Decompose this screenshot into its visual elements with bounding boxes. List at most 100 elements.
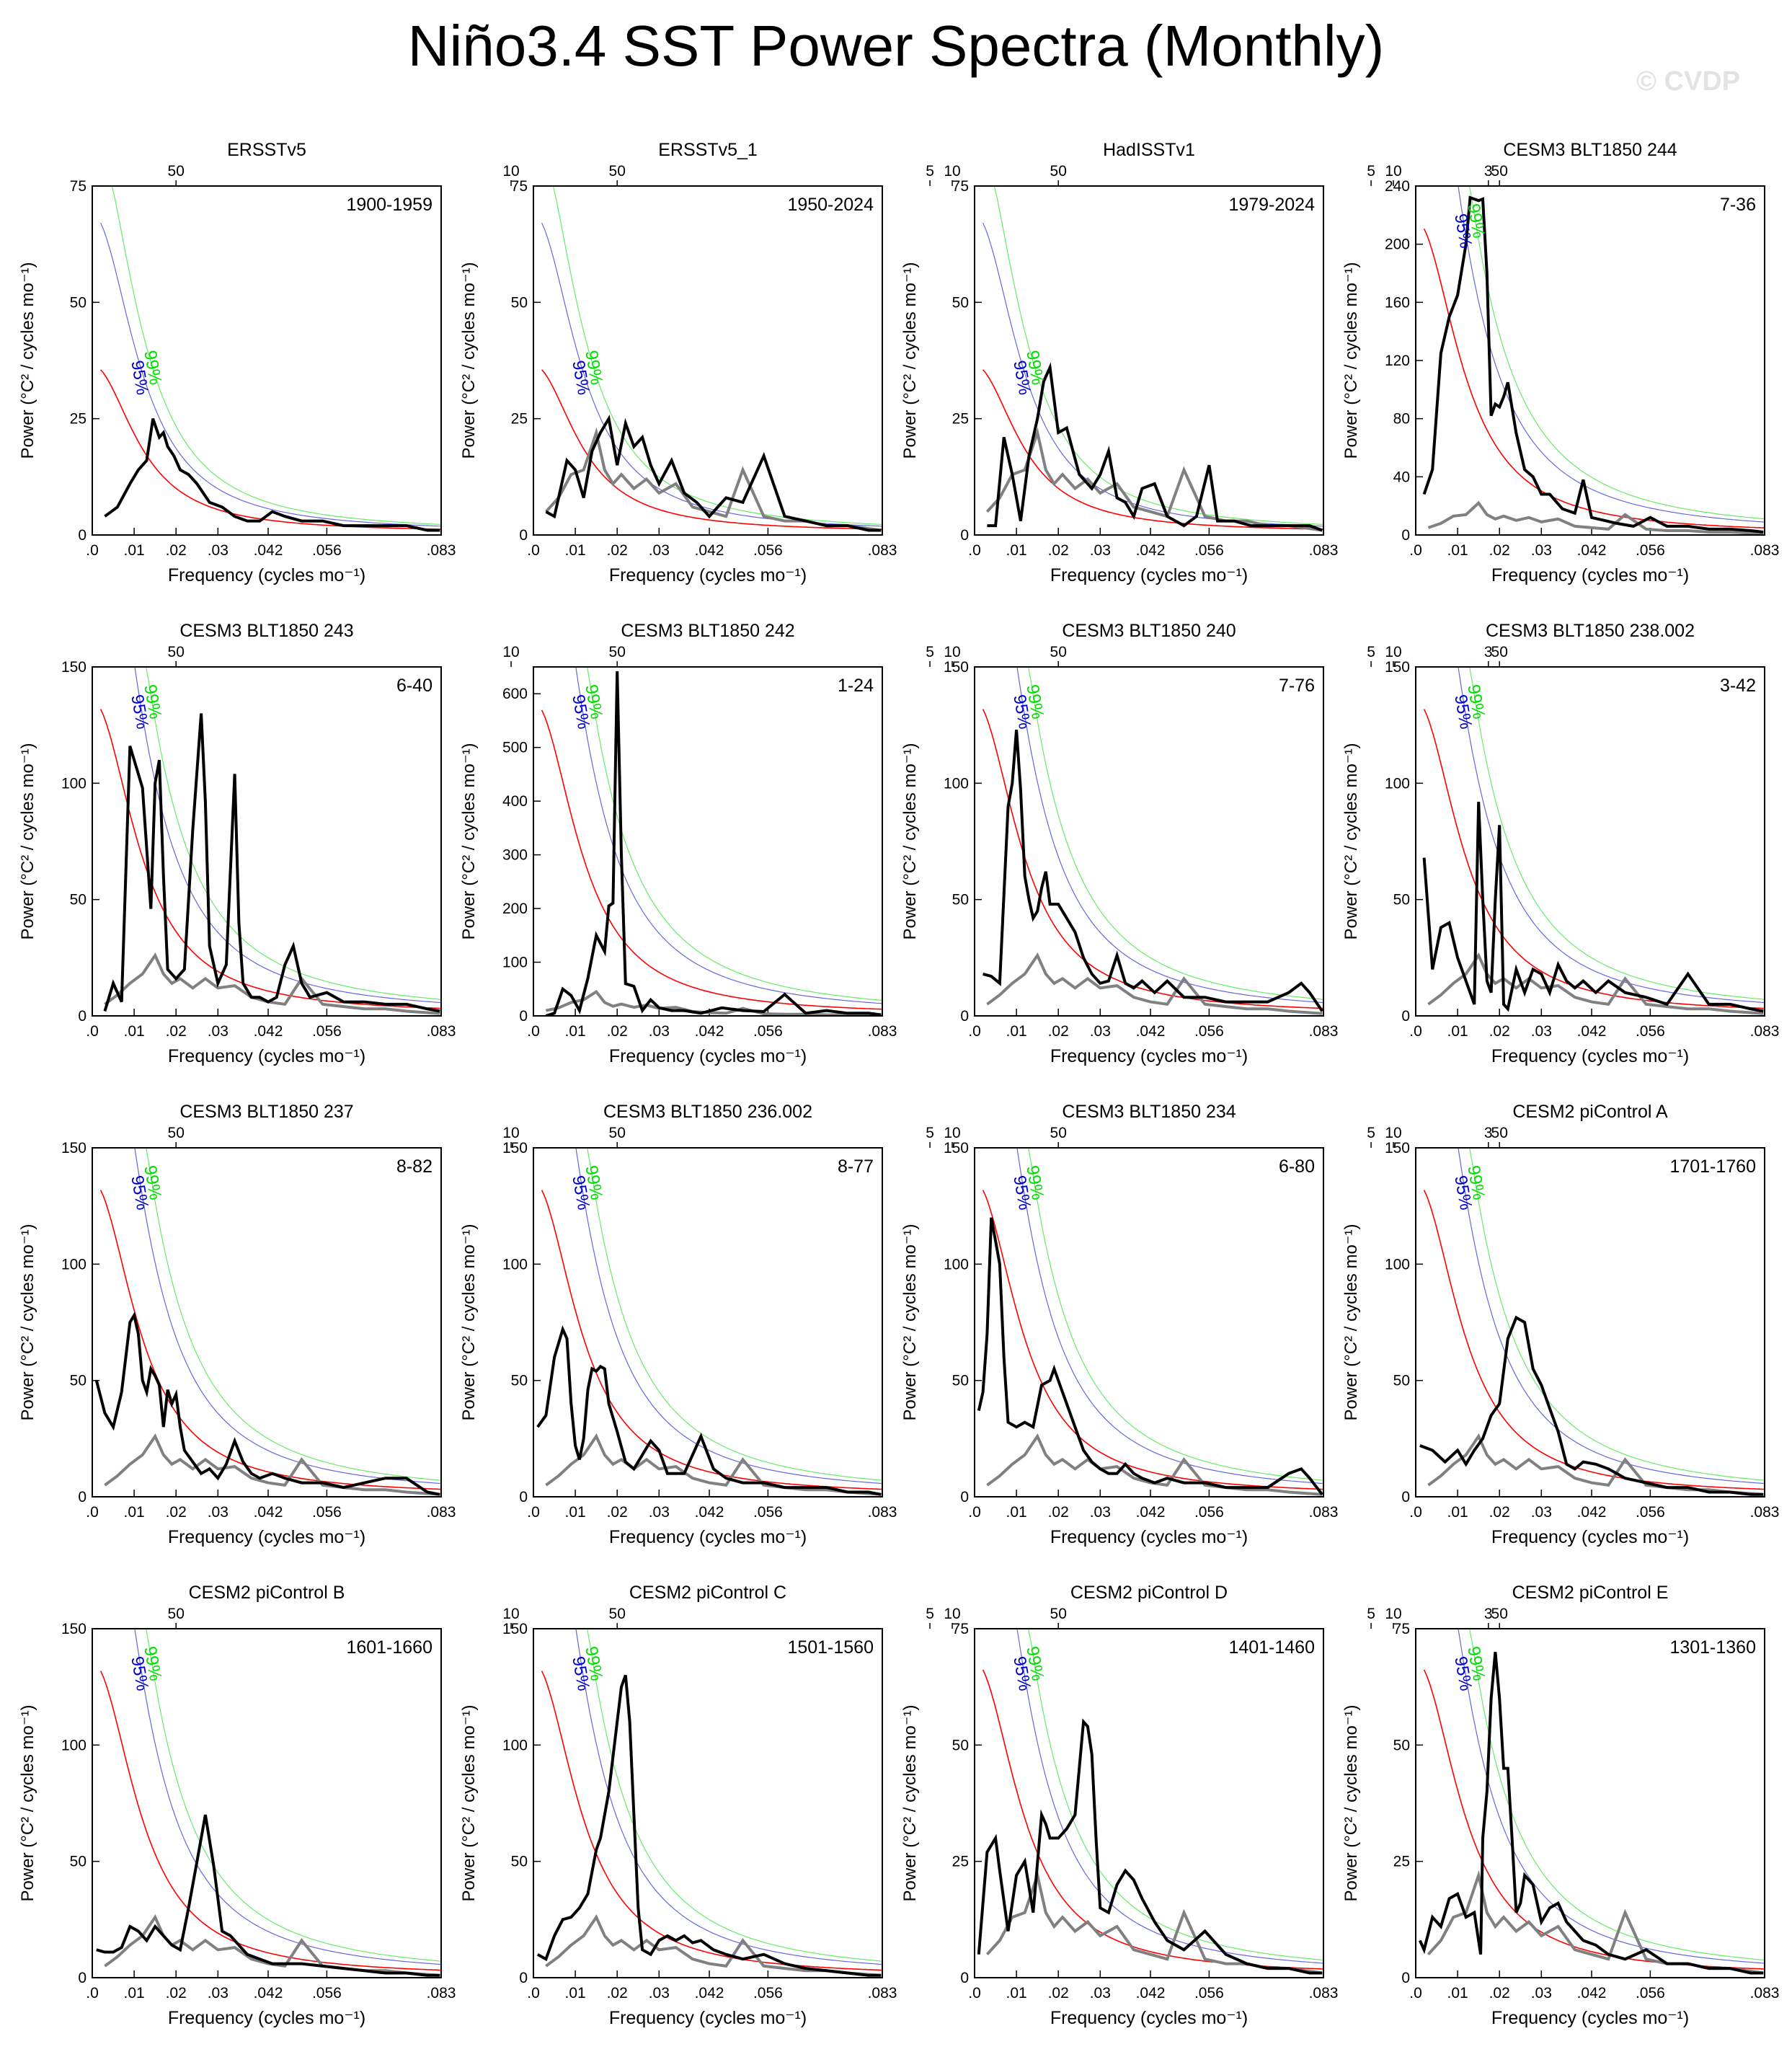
sig99-line <box>1424 1629 1765 1961</box>
freq-tick-label: .01 <box>565 1504 586 1521</box>
freq-tick-label: .02 <box>166 1504 187 1521</box>
curves <box>541 667 882 1016</box>
y-axis-label: Power (°C² / cycles mo⁻¹) <box>1341 262 1361 459</box>
freq-tick-label: .042 <box>254 1985 283 2001</box>
red-noise-line <box>982 1669 1323 1970</box>
curves <box>94 1148 441 1496</box>
x-axis-label: Frequency (cycles mo⁻¹) <box>168 1527 365 1547</box>
freq-tick-label: .01 <box>124 1023 145 1040</box>
y-axis-label: Power (°C² / cycles mo⁻¹) <box>1341 1224 1361 1421</box>
spectrum-line <box>104 418 440 532</box>
freq-tick-label: .03 <box>1090 1023 1111 1040</box>
red-noise-line <box>1423 1669 1765 1970</box>
spectrum-panel: 50105321.51CESM3 BLT1850 234.0.01.02.03.… <box>900 1102 1402 1547</box>
x-axis-label: Frequency (cycles mo⁻¹) <box>1050 2008 1248 2028</box>
freq-tick-label: .056 <box>312 1023 342 1040</box>
freq-tick-label: .0 <box>86 1985 99 2001</box>
panel-title: CESM3 BLT1850 244 <box>1503 140 1677 160</box>
y-axis-label: Power (°C² / cycles mo⁻¹) <box>1341 743 1361 940</box>
y-tick-label: 75 <box>1393 1621 1410 1637</box>
sig95-line <box>541 1629 882 1965</box>
period-tick-label: 10 <box>944 163 960 180</box>
y-tick-label: 25 <box>70 411 87 428</box>
curves <box>536 1629 882 1977</box>
freq-tick-label: .0 <box>527 1023 540 1040</box>
y-tick-label: 0 <box>1401 1970 1410 1986</box>
y-tick-label: 25 <box>952 1854 969 1870</box>
y-tick-label: 80 <box>1393 411 1410 428</box>
panel-title: CESM3 BLT1850 243 <box>179 621 353 641</box>
spectrum-panel: 50105321.51CESM3 BLT1850 242.0.01.02.03.… <box>459 621 1375 1066</box>
y-tick-label: 75 <box>952 178 969 195</box>
red-noise-line <box>99 1671 441 1971</box>
freq-tick-label: .056 <box>753 1985 783 2001</box>
spectrum-panel: 50105321.51CESM3 BLT1850 237.0.01.02.03.… <box>18 1102 1493 1547</box>
y-tick-label: 0 <box>1401 1489 1410 1505</box>
freq-tick-label: .083 <box>1309 1504 1339 1521</box>
sig99-line <box>541 1629 882 1962</box>
freq-tick-label: .056 <box>1194 542 1224 559</box>
freq-tick-label: .083 <box>868 542 897 559</box>
panel-title: CESM3 BLT1850 242 <box>621 621 794 641</box>
panel-frame <box>1415 666 1765 1017</box>
x-axis-label: Frequency (cycles mo⁻¹) <box>1491 2008 1689 2028</box>
panel-period-label: 1401-1460 <box>1228 1637 1315 1658</box>
freq-tick-label: .083 <box>1309 542 1339 559</box>
freq-tick-label: .042 <box>1577 1504 1607 1521</box>
panel-period-label: 1501-1560 <box>787 1637 874 1658</box>
y-tick-label: 0 <box>519 1489 528 1505</box>
panel-period-label: 6-40 <box>396 676 433 696</box>
y-tick-label: 600 <box>502 686 528 702</box>
y-tick-label: 100 <box>502 955 528 971</box>
spectrum-line <box>1418 1652 1764 1975</box>
freq-tick-label: .02 <box>1048 542 1069 559</box>
freq-tick-label: .02 <box>1489 1023 1510 1040</box>
period-tick-label: 50 <box>1050 1606 1067 1622</box>
y-tick-label: 50 <box>952 1373 969 1389</box>
freq-tick-label: .056 <box>1194 1985 1224 2001</box>
period-tick-label: 50 <box>609 163 626 180</box>
spectrum-line <box>987 362 1323 532</box>
freq-tick-label: .01 <box>1006 1985 1027 2001</box>
sig99-line <box>983 1148 1323 1481</box>
sig95-line <box>100 1629 441 1965</box>
freq-tick-label: .01 <box>565 1985 586 2001</box>
spectrum-line <box>983 729 1323 1012</box>
freq-tick-label: .03 <box>1531 1023 1552 1040</box>
spectrum-panel: 50105321.51CESM2 piControl C.0.01.02.03.… <box>459 1583 1375 2028</box>
panel-title: CESM3 BLT1850 234 <box>1062 1102 1236 1122</box>
panel-frame <box>92 1147 442 1498</box>
freq-tick-label: .01 <box>565 542 586 559</box>
freq-tick-label: .01 <box>124 1985 145 2001</box>
panel-frame <box>533 1628 883 1978</box>
spectrum-line <box>1419 1315 1764 1496</box>
period-tick-label: 50 <box>1050 163 1067 180</box>
period-tick-label: 10 <box>502 1125 519 1141</box>
spectrum-line <box>545 671 882 1016</box>
freq-tick-label: .0 <box>1409 1023 1422 1040</box>
y-tick-label: 25 <box>952 411 969 428</box>
sig95-line <box>1424 1148 1765 1485</box>
y-tick-label: 0 <box>519 1970 528 1986</box>
period-tick-label: 3 <box>1484 1125 1493 1141</box>
freq-tick-label: .083 <box>427 542 456 559</box>
period-tick-label: 5 <box>1367 163 1375 180</box>
freq-tick-label: .03 <box>1090 1985 1111 2001</box>
freq-tick-label: .03 <box>208 542 229 559</box>
freq-tick-label: .03 <box>208 1985 229 2001</box>
y-axis-label: Power (°C² / cycles mo⁻¹) <box>18 1705 37 1902</box>
period-tick-label: 50 <box>1491 644 1508 660</box>
y-tick-label: 400 <box>502 793 528 810</box>
x-axis-label: Frequency (cycles mo⁻¹) <box>609 2008 807 2028</box>
y-tick-label: 75 <box>511 178 528 195</box>
y-tick-label: 50 <box>70 892 87 908</box>
y-axis-label: Power (°C² / cycles mo⁻¹) <box>459 1705 479 1902</box>
period-tick-label: 50 <box>609 1606 626 1622</box>
panel-period-label: 6-80 <box>1279 1156 1315 1177</box>
freq-tick-label: .056 <box>1636 1985 1665 2001</box>
freq-tick-label: .042 <box>254 1023 283 1040</box>
y-axis-label: Power (°C² / cycles mo⁻¹) <box>1341 1705 1361 1902</box>
panel-title: HadISSTv1 <box>1103 140 1195 160</box>
y-tick-label: 50 <box>1393 1737 1410 1753</box>
red-noise-line <box>99 1190 441 1490</box>
